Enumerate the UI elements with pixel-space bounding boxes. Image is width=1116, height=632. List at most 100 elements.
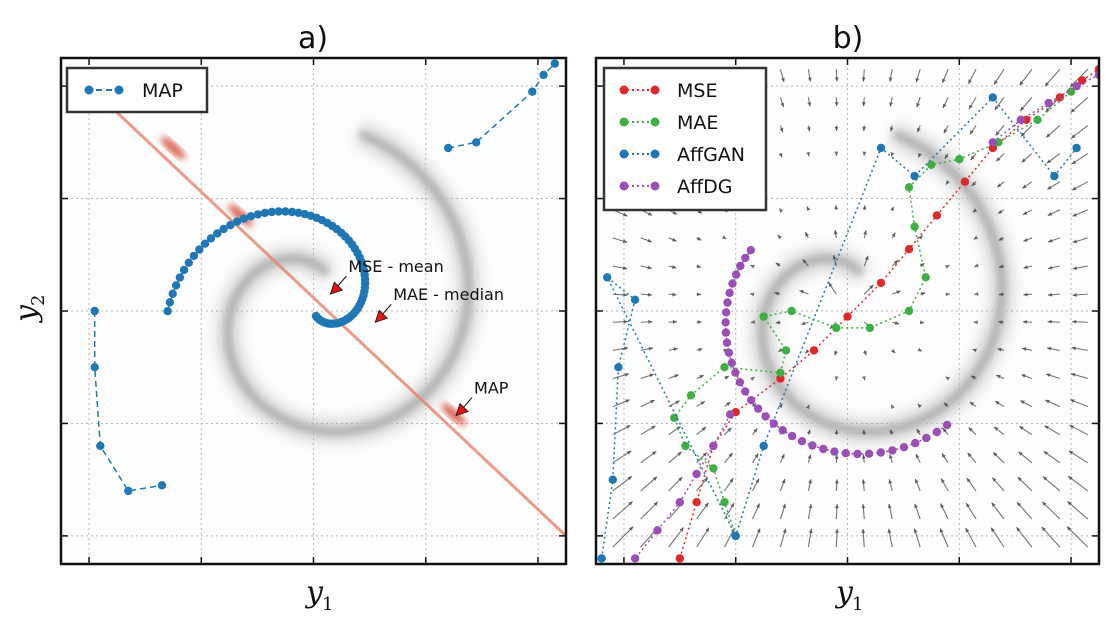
quiver-arrow-head [1044,425,1050,430]
quiver-arrow-head [648,319,653,324]
panel-a-legend: MAP [65,66,209,114]
affdg-spiral-point [731,270,741,279]
mae-series-point [904,306,914,316]
quiver-arrow-head [834,102,839,107]
legend-mae-marker [619,117,629,127]
quiver-arrow-head [778,347,783,352]
quiver-arrow-head [1022,319,1028,324]
quiver-arrow [668,527,685,548]
legend-map-marker [84,85,94,95]
quiver-arrow-head [754,453,759,459]
map-branch-point [528,87,537,96]
quiver-arrow-head [778,152,783,158]
quiver-arrow [612,501,633,520]
affdg-tail-point [630,554,640,563]
quiver-arrow-head [622,212,628,217]
ridge-peak [441,403,467,426]
quiver-arrow-head [1046,373,1051,378]
quiver-arrow-head [945,292,950,297]
mae-series-point [759,312,768,321]
quiver-arrow-head [894,321,900,325]
quiver-arrow-head [649,373,654,378]
map-spiral-point [281,207,290,216]
quiver-arrow-head [1072,292,1077,297]
quiver-arrow-head [801,321,806,326]
quiver-arrow-head [890,206,894,212]
affdg-tail-point [1044,98,1053,108]
quiver-arrow-head [974,291,979,296]
quiver-arrow-head [834,126,839,131]
quiver-arrow-head [995,131,1000,136]
quiver-arrow-head [1016,527,1021,532]
quiver-arrow-head [696,236,702,241]
quiver-arrow-head [672,319,677,324]
legend-map-label: MAP [142,80,183,102]
affgan-series-point [1072,143,1081,153]
quiver-arrow-head [626,450,632,455]
quiver-arrow-head [915,454,920,459]
legend-mse-marker [619,85,629,95]
quiver-arrow-head [862,126,867,131]
affdg-spiral-point [830,447,839,456]
quiver-arrow-head [918,152,922,158]
quiver-arrow-head [1048,292,1053,297]
quiver-arrow-head [1023,292,1028,297]
quiver-arrow-head [972,348,977,353]
mae-series-point [832,323,841,333]
quiver-arrow-head [889,429,894,434]
quiver-arrow-head [965,528,970,533]
affdg-spiral-point [741,387,750,396]
quiver-arrow-head [971,375,976,380]
quiver-arrow-head [651,451,657,456]
quiver-arrow-head [917,127,921,133]
quiver-arrow-head [808,479,813,484]
affdg-tail-point [709,441,718,451]
quiver-arrow-head [834,77,839,82]
affdg-spiral-point [942,420,952,430]
quiver-arrow-head [916,102,920,108]
quiver-arrow-head [861,454,866,459]
quiver-arrow-head [862,350,867,356]
quiver-arrow-head [652,476,658,481]
annotation-arrow-head [374,309,388,323]
quiver-arrow-head [966,478,971,483]
affdg-spiral-point [853,449,862,459]
legend-affdg-marker [619,181,629,191]
affdg-spiral-point [725,288,734,298]
affdg-spiral-point [746,246,755,255]
quiver-arrow-head [808,528,813,534]
quiver-arrow-head [672,237,677,242]
panel-a-xlabel: y 1 [304,575,333,615]
quiver-arrow-head [1020,132,1026,137]
quiver-arrow-head [1071,346,1076,351]
affdg-spiral-point [724,348,734,357]
quiver-arrow-head [780,454,785,459]
quiver-arrow-head [942,78,946,83]
legend-mae-label: MAE [677,112,718,134]
quiver-arrow-head [942,428,947,433]
density-core [758,129,1006,436]
quiver-arrow-head [675,400,680,405]
quiver-arrow-head [805,404,810,410]
map-branch-point [550,59,559,68]
map-branch-point [96,441,105,451]
quiver-arrow-head [834,376,839,381]
map-spiral-point [200,239,210,248]
quiver-arrow-head [914,503,919,509]
affdg-tail-point [988,138,997,147]
quiver-arrow-head [698,347,703,352]
panel-a-ticks [61,58,566,564]
quiver-arrow-head [653,501,658,507]
panel-a-ylabel-text: y [9,304,44,324]
quiver-arrow-head [998,209,1003,214]
map-spiral-point [163,307,172,316]
quiver-arrow-head [1043,476,1048,481]
affgan-series-point [910,171,919,181]
quiver-arrow-head [627,476,632,481]
quiver-arrow-head [671,265,677,269]
legend-mse-marker [650,85,660,95]
quiver-arrow-head [967,452,972,458]
quiver-arrow-head [781,77,785,83]
quiver-arrow-head [969,104,973,109]
